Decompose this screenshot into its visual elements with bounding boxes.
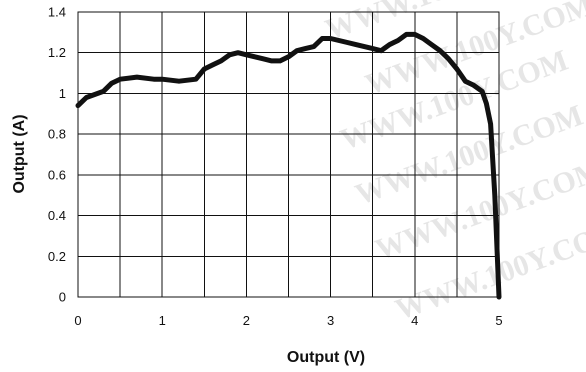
x-tick-labels: 0 1 2 3 4 5	[74, 313, 502, 328]
y-tick-label: 0.4	[48, 208, 66, 223]
x-tick-label: 2	[243, 313, 250, 328]
x-tick-label: 0	[74, 313, 81, 328]
y-tick-label: 1	[59, 86, 66, 101]
x-tick-label: 3	[327, 313, 334, 328]
x-axis-title: Output (V)	[287, 349, 365, 366]
series-line	[75, 31, 502, 300]
plot-frame	[77, 11, 500, 298]
x-tick-label: 4	[411, 313, 418, 328]
watermark: WWW.100Y.COMWWW.100Y.COMWWW.100Y.COMWWW.…	[321, 0, 586, 327]
y-tick-label: 1.4	[48, 5, 66, 20]
series-layer	[75, 31, 502, 300]
y-tick-labels: 0 0.2 0.4 0.6 0.8 1 1.2 1.4	[48, 5, 66, 305]
y-tick-label: 0.2	[48, 249, 66, 264]
y-axis-title: Output (A)	[11, 114, 28, 193]
x-tick-label: 5	[495, 313, 502, 328]
y-tick-label: 0.8	[48, 127, 66, 142]
y-tick-label: 1.2	[48, 45, 66, 60]
y-tick-label: 0	[59, 290, 66, 305]
y-tick-label: 0.6	[48, 167, 66, 182]
x-tick-label: 1	[159, 313, 166, 328]
